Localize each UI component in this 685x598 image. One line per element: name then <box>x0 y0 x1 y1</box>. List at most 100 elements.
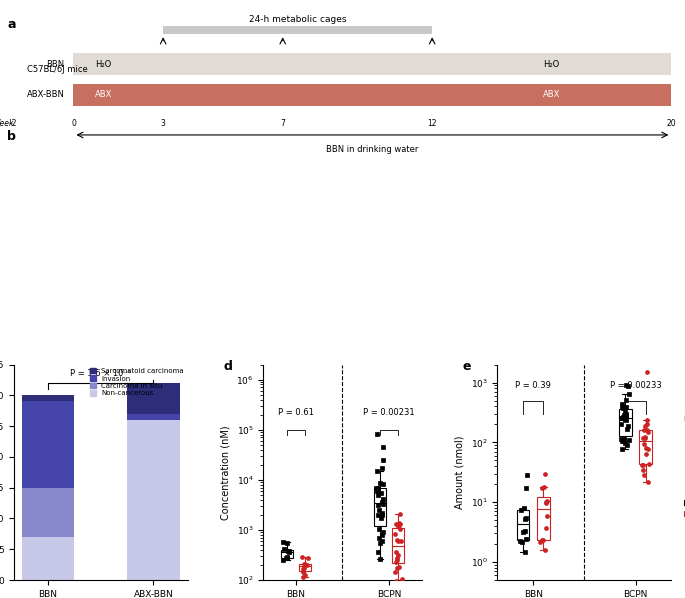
Point <box>623 381 634 390</box>
Point <box>391 576 402 586</box>
Point <box>377 456 388 465</box>
Point <box>541 524 552 533</box>
Point <box>622 421 633 431</box>
Legend: Sarcomatoid carcinoma, Invasion, Carcinoma in situ, Non-cancerous: Sarcomatoid carcinoma, Invasion, Carcino… <box>90 368 184 396</box>
Point <box>619 414 630 424</box>
Point <box>299 570 310 580</box>
Point <box>377 530 388 539</box>
Point <box>520 483 531 493</box>
Point <box>514 536 525 545</box>
Text: 0: 0 <box>71 118 76 127</box>
Bar <box>639 430 652 465</box>
Text: 24-h metabolic cages: 24-h metabolic cages <box>249 15 347 24</box>
Point <box>373 548 384 557</box>
Point <box>616 413 627 423</box>
Text: BBN in drinking water: BBN in drinking water <box>326 145 419 154</box>
Point <box>643 444 654 454</box>
Point <box>619 414 630 423</box>
Point <box>278 545 289 554</box>
Point <box>277 538 288 547</box>
Point <box>617 403 628 413</box>
Text: Week: Week <box>0 118 14 127</box>
Point <box>394 524 405 533</box>
Point <box>519 504 530 513</box>
Point <box>303 553 314 563</box>
Point <box>638 425 649 435</box>
Point <box>375 488 386 498</box>
Point <box>376 514 387 523</box>
Point <box>394 562 405 572</box>
Point <box>518 527 529 537</box>
Text: -2: -2 <box>10 118 17 127</box>
Point <box>282 547 293 556</box>
Point <box>377 508 388 517</box>
Text: H₂O: H₂O <box>544 60 560 69</box>
Point <box>640 432 651 441</box>
Point <box>541 512 552 521</box>
Point <box>639 433 650 443</box>
Point <box>283 547 294 557</box>
Point <box>391 563 402 572</box>
Point <box>297 568 308 577</box>
Bar <box>22 401 74 488</box>
Point <box>616 434 627 444</box>
Text: e: e <box>462 360 471 373</box>
Point <box>374 524 385 534</box>
Point <box>390 567 401 576</box>
Point <box>298 572 309 582</box>
Point <box>642 425 653 435</box>
Point <box>377 498 388 507</box>
Text: P = 0.39: P = 0.39 <box>515 382 551 390</box>
Point <box>638 470 649 480</box>
Point <box>283 546 294 556</box>
Point <box>396 536 407 546</box>
Point <box>539 469 550 479</box>
Point <box>536 483 547 493</box>
Point <box>636 460 647 470</box>
Text: H₂O: H₂O <box>95 60 112 69</box>
Point <box>392 536 403 545</box>
Point <box>637 434 648 443</box>
Point <box>541 496 552 506</box>
Point <box>377 443 388 452</box>
Point <box>377 509 388 519</box>
Point <box>616 419 627 429</box>
Point <box>540 545 551 554</box>
Point <box>623 435 634 445</box>
Bar <box>73 53 432 75</box>
Text: 12: 12 <box>427 118 437 127</box>
Point <box>643 428 653 437</box>
Point <box>395 509 406 519</box>
Point <box>372 490 383 500</box>
Point <box>377 494 388 504</box>
Point <box>537 535 548 545</box>
Point <box>395 519 406 529</box>
Point <box>642 419 653 429</box>
Point <box>372 484 383 493</box>
Point <box>374 554 385 564</box>
Point <box>277 556 288 565</box>
Point <box>643 477 653 487</box>
Point <box>616 402 627 412</box>
Y-axis label: Amount (nmol): Amount (nmol) <box>455 435 465 509</box>
Point <box>619 437 630 446</box>
Point <box>391 547 402 557</box>
Point <box>375 538 386 548</box>
Point <box>623 389 634 399</box>
Point <box>371 430 382 440</box>
Point <box>644 460 655 469</box>
Point <box>281 538 292 548</box>
Point <box>390 557 401 567</box>
Point <box>638 460 649 469</box>
Point <box>620 406 631 416</box>
Point <box>298 563 309 573</box>
Bar <box>22 395 74 401</box>
Point <box>373 509 384 519</box>
Point <box>620 438 631 448</box>
Point <box>620 411 631 420</box>
Point <box>619 410 630 419</box>
Point <box>377 463 388 473</box>
Legend: BBN, ABX-BBN: BBN, ABX-BBN <box>684 487 685 518</box>
Bar <box>516 509 530 540</box>
Point <box>516 505 527 515</box>
